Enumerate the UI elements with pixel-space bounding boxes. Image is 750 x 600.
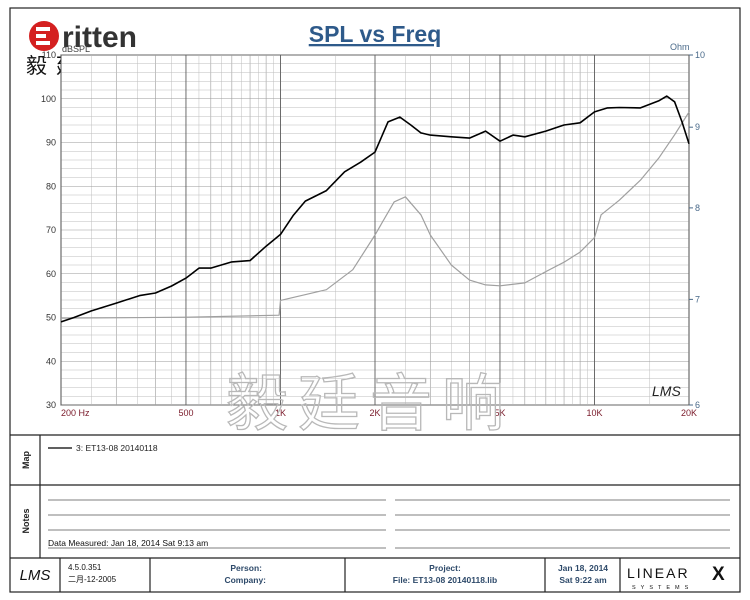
notes-measured: Data Measured: Jan 18, 2014 Sat 9:13 am: [48, 538, 208, 548]
footer-logo: LMS: [20, 567, 51, 584]
footer-company: Company:: [224, 575, 266, 585]
chart-mark: LMS: [652, 383, 681, 399]
y-tick-label: 100: [41, 94, 56, 104]
y2-tick-label: 8: [695, 203, 700, 213]
y2-axis-label: Ohm: [670, 42, 690, 52]
y-tick-label: 110: [42, 50, 56, 60]
x-tick-label: 10K: [586, 408, 602, 418]
footer-time: Sat 9:22 am: [559, 575, 607, 585]
y2-tick-label: 10: [695, 50, 705, 60]
footer-brand-x: X: [712, 564, 725, 585]
y-axis-label: dBSPL: [62, 44, 90, 54]
footer-person: Person:: [230, 563, 262, 573]
logo-badge-stripe: [36, 34, 46, 38]
y-tick-label: 30: [46, 400, 56, 410]
y2-tick-label: 6: [695, 400, 700, 410]
chart-title: SPL vs Freq: [309, 21, 442, 47]
footer-version-date: 二月-12-2005: [68, 575, 117, 584]
footer-brand: LINEAR: [627, 565, 690, 581]
y-tick-label: 40: [46, 356, 56, 366]
footer-version: 4.5.0.351: [68, 563, 102, 572]
series-line: [60, 95, 690, 323]
y-tick-label: 90: [46, 138, 56, 148]
logo-badge-stripe: [36, 27, 50, 31]
y-tick-label: 50: [46, 313, 56, 323]
logo-badge-stripe: [36, 41, 50, 45]
series-line: [60, 111, 690, 319]
y-tick-label: 70: [46, 225, 56, 235]
footer-brand-sub: SYSTEMS: [632, 585, 693, 591]
note-lines: [48, 499, 730, 549]
y-tick-label: 60: [46, 269, 56, 279]
x-tick-label: 1K: [275, 408, 286, 418]
footer-file: File: ET13-08 20140118.lib: [393, 575, 497, 585]
footer-project: Project:: [429, 563, 461, 573]
plot: 30 40 50 60 70 80 90 100 110 200 Hz 500 1K 2K 5K 10K 20…: [41, 50, 705, 418]
x-tick-label: 20K: [681, 408, 697, 418]
y2-tick-label: 7: [695, 294, 700, 304]
logo-text: ritten: [62, 21, 137, 54]
x-tick-label: 200 Hz: [61, 408, 90, 418]
y-tick-label: 80: [46, 181, 56, 191]
y2-tick-label: 9: [695, 122, 700, 132]
x-tick-label: 500: [178, 408, 193, 418]
notes-label: Notes: [21, 508, 31, 533]
frame: [9, 7, 741, 593]
legend-entry: 3: ET13-08 20140118: [76, 443, 158, 453]
watermark: 毅廷音响: [226, 370, 514, 439]
x-tick-label: 5K: [494, 408, 505, 418]
map-label: Map: [21, 450, 31, 469]
footer-date: Jan 18, 2014: [558, 563, 608, 573]
x-tick-label: 2K: [369, 408, 380, 418]
footer: LMS 4.5.0.351 二月-12-2005 Person: Company…: [20, 558, 725, 592]
